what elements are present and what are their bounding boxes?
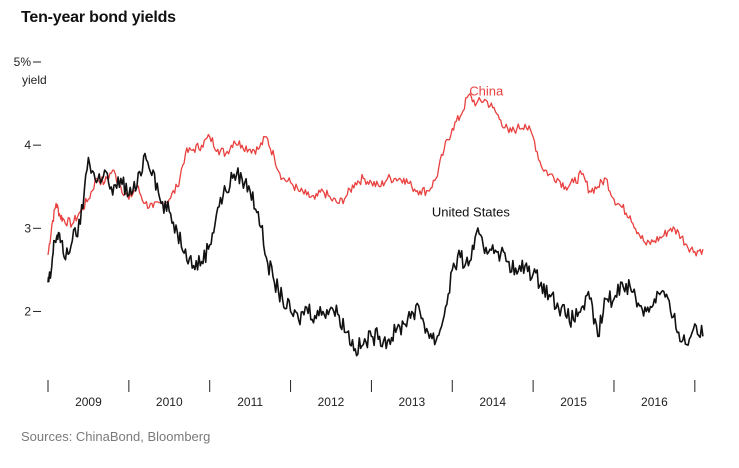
china-series-line <box>47 93 704 257</box>
x-tick-label: 2009 <box>75 395 102 409</box>
series-group: China United States <box>47 83 704 357</box>
x-tick-label: 2016 <box>641 395 668 409</box>
y-axis: 5% 4 3 2 <box>14 55 41 318</box>
x-axis: 2009 2010 2011 2012 2013 2014 2015 2016 <box>47 380 696 409</box>
x-tick-label: 2010 <box>156 395 183 409</box>
x-tick-label: 2012 <box>318 395 345 409</box>
us-series-line <box>47 152 704 357</box>
y-tick-label: 3 <box>24 221 31 235</box>
y-tick-label: 2 <box>24 304 31 318</box>
y-tick-label: 5% <box>14 55 32 69</box>
y-tick-label: 4 <box>24 138 31 152</box>
x-tick-label: 2015 <box>560 395 587 409</box>
chart-title: Ten-year bond yields <box>21 9 176 26</box>
x-tick-label: 2011 <box>237 395 263 409</box>
x-tick-label: 2014 <box>479 395 506 409</box>
y-axis-unit-label: yield <box>22 73 47 87</box>
us-series-label: United States <box>432 205 511 220</box>
x-tick-label: 2013 <box>398 395 425 409</box>
china-series-label: China <box>469 83 504 98</box>
source-note: Sources: ChinaBond, Bloomberg <box>21 429 211 444</box>
